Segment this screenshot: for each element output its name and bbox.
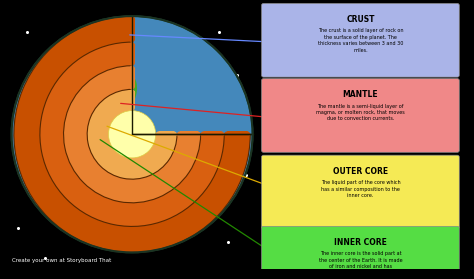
Text: INNER CORE: INNER CORE (334, 238, 387, 247)
Ellipse shape (108, 73, 137, 114)
FancyArrowPatch shape (180, 134, 198, 135)
Ellipse shape (73, 212, 100, 239)
Ellipse shape (11, 16, 253, 252)
Ellipse shape (109, 111, 155, 158)
Ellipse shape (121, 130, 153, 187)
Wedge shape (87, 89, 177, 179)
Text: The crust is a solid layer of rock on
the surface of the planet. The
thickness v: The crust is a solid layer of rock on th… (318, 28, 403, 53)
Ellipse shape (58, 38, 81, 61)
Text: The mantle is a semi-liquid layer of
magma, or molten rock, that moves
due to co: The mantle is a semi-liquid layer of mag… (316, 104, 405, 121)
Wedge shape (40, 42, 224, 227)
FancyArrowPatch shape (203, 134, 221, 135)
FancyBboxPatch shape (262, 3, 459, 77)
Wedge shape (14, 16, 250, 252)
Ellipse shape (55, 88, 94, 161)
FancyArrowPatch shape (227, 134, 247, 135)
Text: MANTLE: MANTLE (343, 90, 378, 99)
Text: The liquid part of the core which
has a similar composition to the
inner core.: The liquid part of the core which has a … (320, 180, 400, 198)
FancyBboxPatch shape (262, 155, 459, 229)
Text: OUTER CORE: OUTER CORE (333, 167, 388, 176)
Ellipse shape (80, 146, 111, 200)
Wedge shape (64, 66, 201, 203)
Ellipse shape (70, 43, 108, 107)
FancyBboxPatch shape (262, 79, 459, 152)
Text: Create your own at Storyboard That: Create your own at Storyboard That (12, 258, 111, 263)
FancyArrowPatch shape (158, 134, 174, 135)
Ellipse shape (100, 29, 126, 56)
Text: The inner core is the solid part at
the center of the Earth. It is made
of iron : The inner core is the solid part at the … (319, 251, 402, 276)
FancyBboxPatch shape (262, 226, 459, 279)
Text: CRUST: CRUST (346, 15, 374, 24)
Ellipse shape (113, 204, 147, 238)
